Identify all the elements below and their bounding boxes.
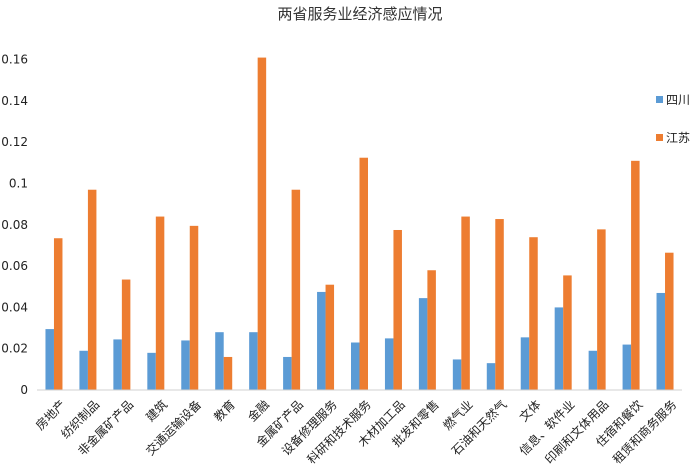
- bar-jiangsu: [529, 237, 538, 390]
- bar-jiangsu: [461, 216, 470, 390]
- legend-label: 江苏: [666, 131, 690, 145]
- bar-jiangsu: [495, 219, 504, 390]
- x-category-label: 建筑: [143, 397, 171, 425]
- bar-jiangsu: [121, 279, 131, 390]
- bar-sichuan: [215, 332, 224, 390]
- bars: [45, 57, 674, 390]
- bar-sichuan: [588, 350, 598, 390]
- y-tick-label: 0.14: [1, 94, 28, 108]
- bar-sichuan: [283, 356, 292, 390]
- bar-jiangsu: [359, 157, 368, 390]
- bar-sichuan: [79, 350, 88, 390]
- bar-sichuan: [656, 292, 666, 390]
- bar-sichuan: [486, 363, 496, 390]
- bar-sichuan: [520, 337, 530, 390]
- bar-sichuan: [351, 342, 360, 390]
- bar-sichuan: [249, 332, 258, 390]
- bar-jiangsu: [631, 160, 640, 390]
- bar-jiangsu: [155, 216, 165, 390]
- bar-jiangsu: [427, 270, 436, 390]
- bar-jiangsu: [665, 252, 674, 390]
- legend-swatch: [656, 96, 663, 103]
- bar-jiangsu: [257, 57, 267, 390]
- bar-jiangsu: [325, 284, 335, 390]
- y-tick-label: 0.04: [1, 300, 28, 314]
- y-tick-label: 0.08: [1, 218, 28, 232]
- bar-jiangsu: [563, 275, 572, 390]
- bar-jiangsu: [223, 356, 233, 390]
- x-category-label: 教育: [210, 397, 238, 425]
- x-category-label: 文体: [516, 397, 544, 425]
- y-tick-label: 0.16: [1, 53, 28, 67]
- x-category-label: 金融: [244, 397, 272, 425]
- legend-label: 四川: [666, 93, 690, 107]
- y-tick-label: 0.06: [1, 259, 28, 273]
- bar-sichuan: [452, 359, 462, 390]
- y-tick-label: 0.12: [1, 135, 28, 149]
- bar-sichuan: [317, 291, 326, 390]
- bar-sichuan: [45, 329, 54, 390]
- legend-swatch: [656, 134, 663, 141]
- bar-sichuan: [181, 340, 190, 390]
- chart-title: 两省服务业经济感应情况: [277, 5, 442, 23]
- bar-jiangsu: [53, 238, 63, 390]
- bar-jiangsu: [189, 225, 199, 390]
- bar-jiangsu: [393, 229, 402, 390]
- y-axis: 0 0.02 0.04 0.06 0.08 0.1 0.12 0.14 0.16: [1, 53, 28, 397]
- bar-sichuan: [384, 338, 394, 390]
- y-tick-label: 0: [20, 383, 28, 397]
- bar-jiangsu: [597, 229, 606, 390]
- y-tick-label: 0.02: [1, 342, 28, 356]
- bar-jiangsu: [87, 189, 97, 390]
- bar-sichuan: [554, 307, 564, 390]
- y-tick-label: 0.1: [9, 177, 28, 191]
- bar-sichuan: [147, 352, 156, 390]
- bar-sichuan: [113, 339, 122, 390]
- bar-jiangsu: [291, 189, 301, 390]
- bar-sichuan: [622, 344, 632, 390]
- bar-sichuan: [418, 298, 428, 390]
